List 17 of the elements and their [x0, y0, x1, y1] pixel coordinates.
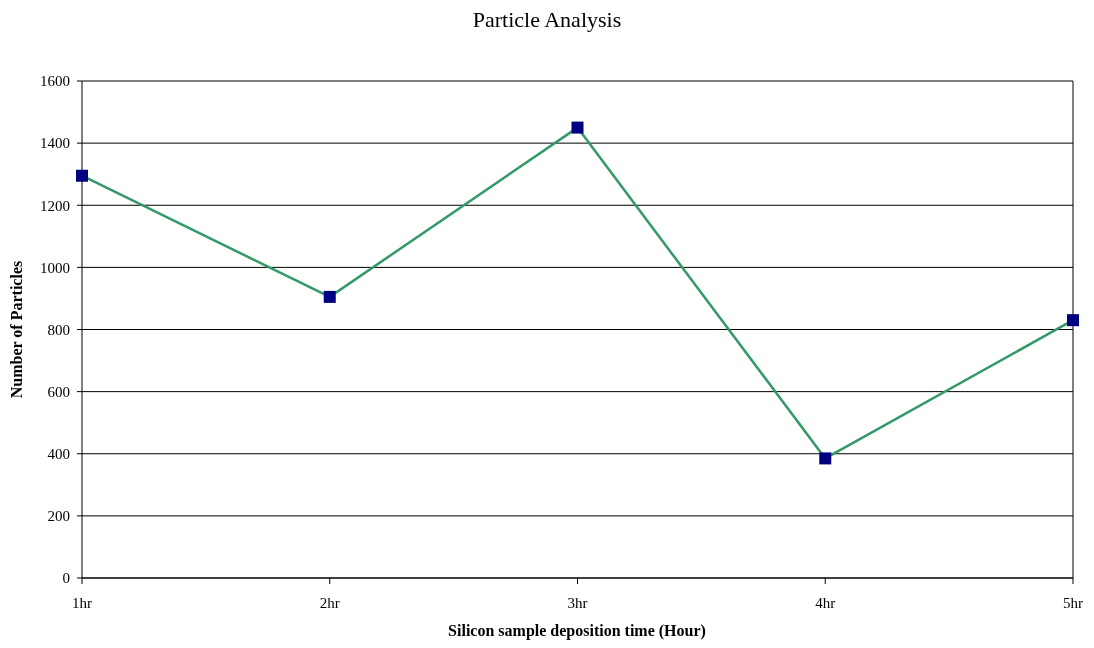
y-tick-label: 600 [47, 383, 70, 400]
x-tick-label: 3hr [567, 595, 588, 611]
y-axis-title: Number of Particles [8, 260, 25, 399]
chart-title: Particle Analysis [472, 7, 622, 32]
y-tick-label: 800 [47, 321, 70, 338]
y-tick-label: 0 [62, 570, 70, 587]
y-tick-label: 1600 [40, 73, 70, 90]
y-tick-label: 200 [47, 508, 70, 525]
y-tick-label: 1400 [40, 135, 70, 152]
y-tick-label: 1000 [40, 259, 70, 276]
y-tick-label: 400 [47, 446, 70, 462]
x-tick-label: 5hr [1063, 595, 1083, 611]
y-tick-label: 1200 [40, 197, 70, 214]
x-tick-label: 4hr [815, 595, 836, 611]
x-tick-label: 2hr [319, 595, 340, 611]
x-tick-label: 1hr [72, 595, 92, 611]
x-axis-title: Silicon sample deposition time (Hour) [448, 622, 706, 640]
